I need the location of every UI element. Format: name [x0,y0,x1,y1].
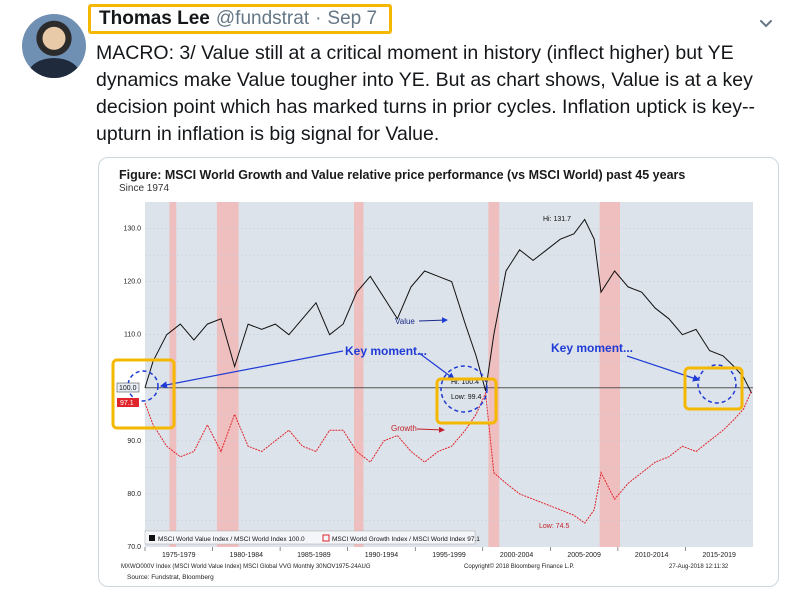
key-arrow-3 [626,355,701,382]
recession-band-2 [354,202,364,547]
tweet-date[interactable]: Sep 7 [327,8,378,29]
key-arrow-1 [159,350,344,389]
growth-series-line [144,390,753,524]
y-tick-label: 130.0 [123,226,141,233]
y-tick-label: 110.0 [124,332,141,339]
legend-label-growth: MSCI World Growth Index / MSCI World Ind… [332,536,480,543]
y-tick-label: 80.0 [127,491,141,498]
highlight-box-2 [435,377,498,425]
author-name[interactable]: Thomas Lee [99,8,210,29]
key-circle-1 [127,370,159,402]
key-arrow-2 [418,352,455,380]
last-value-text: 100.0 [119,385,137,392]
value-label: Value [395,317,415,326]
separator-dot: · [315,8,322,29]
footer-line1-mid: Copyright© 2018 Bloomberg Finance L.P. [464,563,575,570]
key-circle-2 [440,365,488,413]
chart-subtitle: Since 1974 [119,183,170,194]
chart-title: Figure: MSCI World Growth and Value rela… [119,168,686,182]
key-circle-3 [697,364,737,404]
legend-label-value: MSCI World Value Index / MSCI World Inde… [158,536,305,543]
annotation-hi-2000: Hi: 100.4 [451,379,479,386]
annotation-low-2000: Low: 99.4 [451,394,481,401]
legend-swatch-value [149,535,155,541]
x-tick-label: 2015-2019 [702,552,736,559]
growth-label: Growth [391,424,417,433]
x-tick-label: 2000-2004 [500,552,534,559]
tweet-media[interactable]: Figure: MSCI World Growth and Value rela… [98,157,779,587]
value-arrow [418,317,448,324]
x-tick-label: 1995-1999 [432,552,466,559]
key-moment-label-1: Key moment... [345,344,427,358]
last-growth-text: 97.1 [120,400,134,407]
highlight-box-1 [111,358,176,430]
annotation-low-growth: Low: 74.5 [539,523,569,530]
x-tick-label: 2005-2009 [567,552,601,559]
avatar-body [28,58,80,78]
y-tick-label: 70.0 [127,544,141,551]
author-handle[interactable]: @fundstrat [215,8,310,29]
legend-box [144,530,476,545]
tweet-text: MACRO: 3/ Value still at a critical mome… [96,42,755,145]
y-tick-label: 90.0 [127,438,141,445]
annotation-hi-value: Hi: 131.7 [543,216,571,223]
x-tick-label: 1990-1994 [365,552,399,559]
avatar[interactable] [22,14,86,78]
recession-band-4 [599,202,620,547]
chart: 70.0 80.0 90.0 110.0 120.0 130.0 1975-1979 198… [111,202,753,581]
y-tick-label: 120.0 [123,279,141,286]
key-moment-label-2: Key moment... [551,341,633,355]
growth-arrow [416,426,445,433]
footer-line1-left: MXWO000V Index (MSCI World Value Index) … [121,564,371,570]
footer-line1-right: 27-Aug-2018 12:11:32 [669,564,729,570]
x-tick-label: 1980-1984 [230,552,264,559]
x-tick-label: 1975-1979 [162,552,196,559]
recession-band-3 [488,202,500,547]
legend-swatch-growth [322,534,330,542]
tweet-header: Thomas Lee @fundstrat · Sep 7 [88,4,392,34]
highlight-box-3 [683,366,744,411]
recession-band-1 [216,202,239,547]
chevron-down-icon[interactable] [758,16,774,32]
x-tick-label: 2010-2014 [635,552,669,559]
x-tick-label: 1985-1989 [297,552,331,559]
footer-source: Source: Fundstrat, Bloomberg [127,574,214,581]
value-series-line [144,218,753,394]
last-growth-badge [117,398,139,407]
last-value-badge [116,382,140,393]
